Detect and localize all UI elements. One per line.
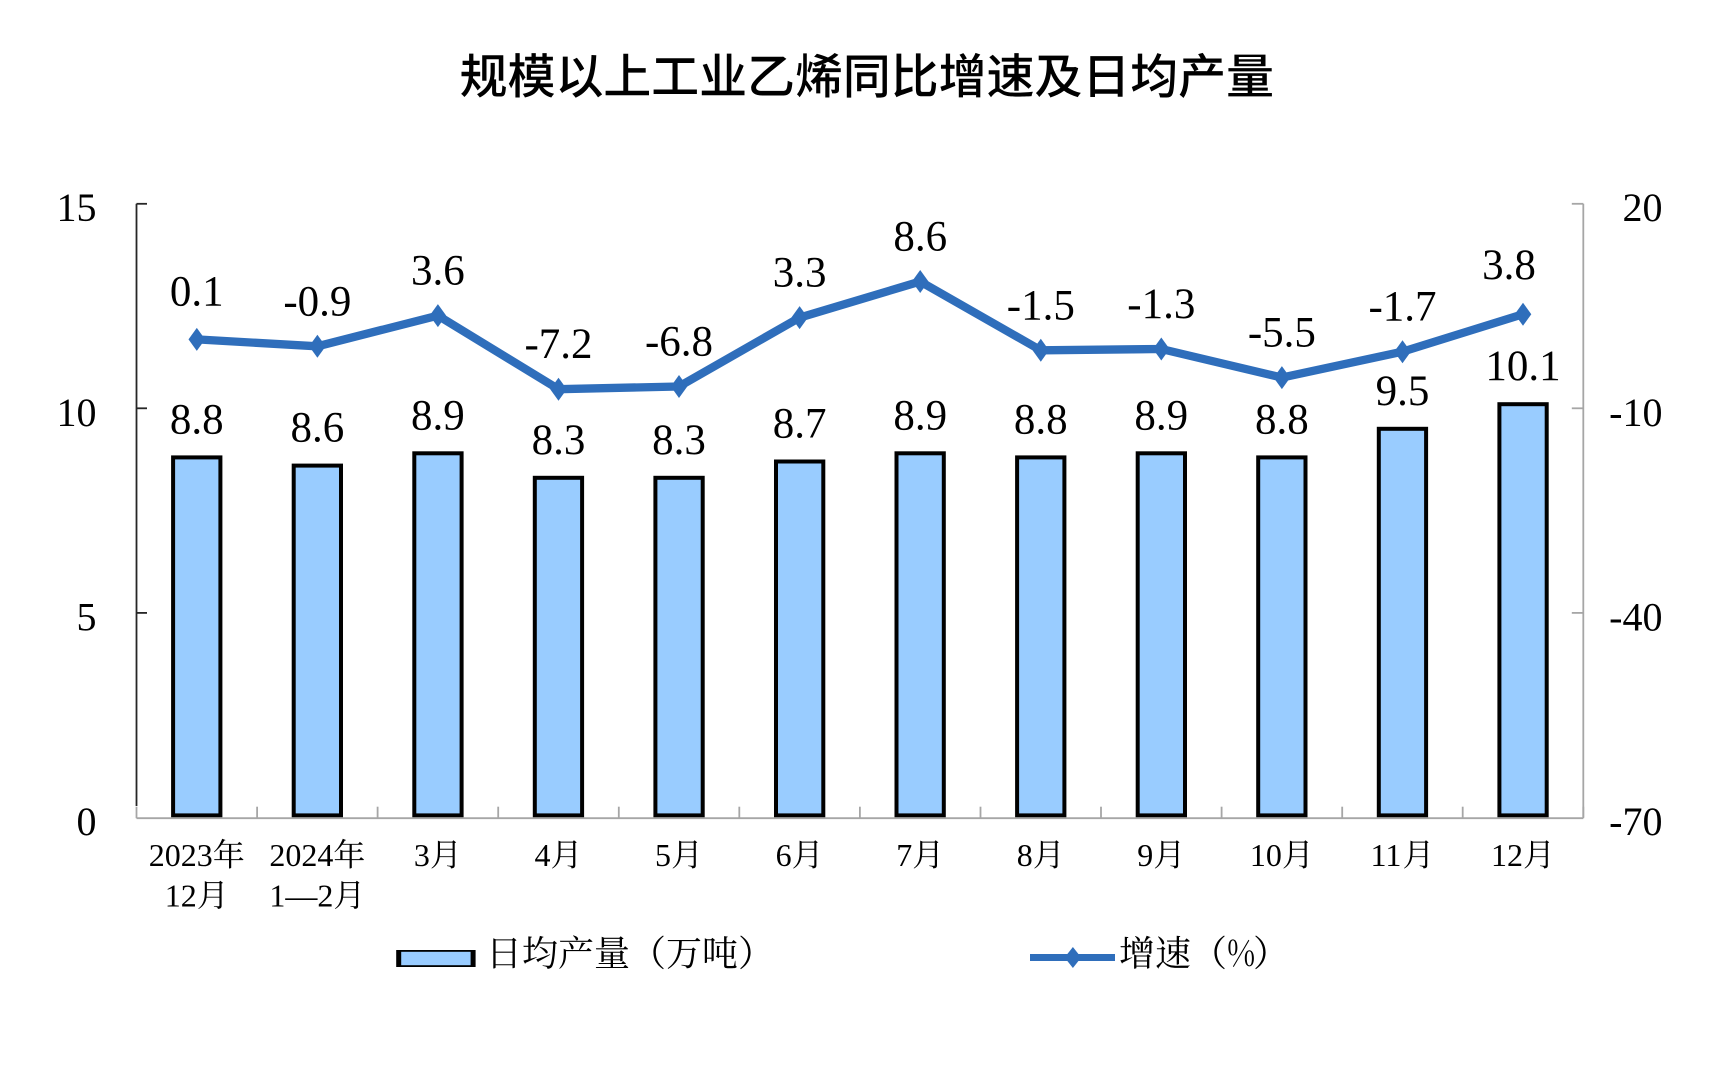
- svg-text:8.8: 8.8: [1014, 396, 1068, 443]
- svg-text:8.7: 8.7: [773, 401, 827, 448]
- svg-text:12: 12: [1491, 837, 1523, 873]
- svg-text:2023: 2023: [149, 837, 213, 873]
- svg-text:-6.8: -6.8: [645, 319, 713, 366]
- svg-text:-40: -40: [1609, 594, 1662, 639]
- svg-text:8.6: 8.6: [893, 214, 947, 261]
- svg-text:3.3: 3.3: [773, 250, 827, 297]
- svg-text:3.6: 3.6: [411, 248, 465, 295]
- svg-text:8.3: 8.3: [652, 417, 706, 464]
- svg-text:5: 5: [655, 837, 671, 873]
- svg-text:5: 5: [77, 594, 97, 639]
- svg-text:9.5: 9.5: [1376, 368, 1430, 415]
- svg-text:2024: 2024: [269, 837, 333, 873]
- svg-text:10: 10: [1250, 837, 1282, 873]
- svg-text:0.1: 0.1: [170, 268, 224, 315]
- svg-text:-1.3: -1.3: [1127, 281, 1195, 328]
- svg-text:8.8: 8.8: [1255, 396, 1309, 443]
- svg-text:3.8: 3.8: [1482, 242, 1536, 289]
- svg-text:8.8: 8.8: [170, 396, 224, 443]
- svg-text:8.9: 8.9: [893, 392, 947, 439]
- svg-text:8.9: 8.9: [1134, 392, 1188, 439]
- svg-text:10: 10: [57, 390, 97, 435]
- svg-text:-5.5: -5.5: [1248, 310, 1316, 357]
- svg-text:-70: -70: [1609, 799, 1662, 844]
- svg-text:0: 0: [77, 799, 97, 844]
- svg-text:-7.2: -7.2: [524, 321, 592, 368]
- svg-text:-1.5: -1.5: [1007, 282, 1075, 329]
- svg-text:12: 12: [165, 878, 197, 914]
- svg-text:-0.9: -0.9: [283, 278, 351, 325]
- svg-text:10.1: 10.1: [1485, 343, 1560, 390]
- svg-text:6: 6: [776, 837, 792, 873]
- svg-text:4: 4: [535, 837, 551, 873]
- svg-text:8.9: 8.9: [411, 392, 465, 439]
- svg-text:15: 15: [57, 185, 97, 230]
- svg-text:1—2: 1—2: [269, 878, 333, 914]
- svg-text:20: 20: [1623, 185, 1663, 230]
- svg-text:3: 3: [414, 837, 430, 873]
- svg-text:11: 11: [1371, 837, 1402, 873]
- svg-text:9: 9: [1137, 837, 1153, 873]
- svg-text:8.3: 8.3: [532, 417, 586, 464]
- svg-text:-10: -10: [1609, 390, 1662, 435]
- svg-text:8.6: 8.6: [291, 405, 345, 452]
- svg-text:-1.7: -1.7: [1368, 284, 1436, 331]
- svg-text:8: 8: [1017, 837, 1033, 873]
- svg-text:7: 7: [896, 837, 912, 873]
